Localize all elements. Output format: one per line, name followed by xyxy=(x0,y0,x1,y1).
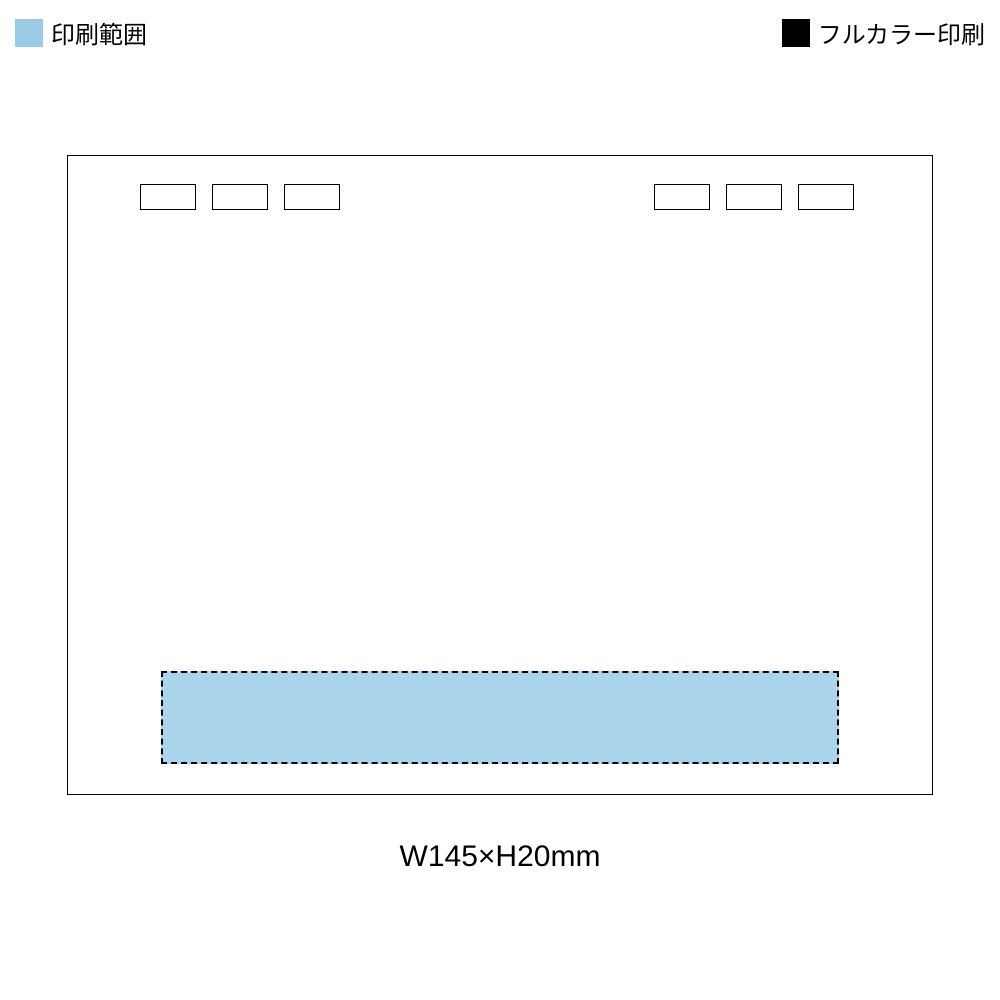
hole-box xyxy=(140,184,196,210)
hole-box xyxy=(284,184,340,210)
print-range-swatch xyxy=(15,19,43,47)
legend-full-color: フルカラー印刷 xyxy=(782,15,985,50)
print-area xyxy=(161,671,839,764)
dimension-label: W145×H20mm xyxy=(0,840,1000,874)
legend-print-range: 印刷範囲 xyxy=(15,15,147,50)
hole-box xyxy=(726,184,782,210)
hole-box xyxy=(654,184,710,210)
hole-box xyxy=(798,184,854,210)
full-color-swatch xyxy=(782,19,810,47)
full-color-label: フルカラー印刷 xyxy=(818,15,985,50)
hole-box xyxy=(212,184,268,210)
print-range-label: 印刷範囲 xyxy=(51,15,147,50)
